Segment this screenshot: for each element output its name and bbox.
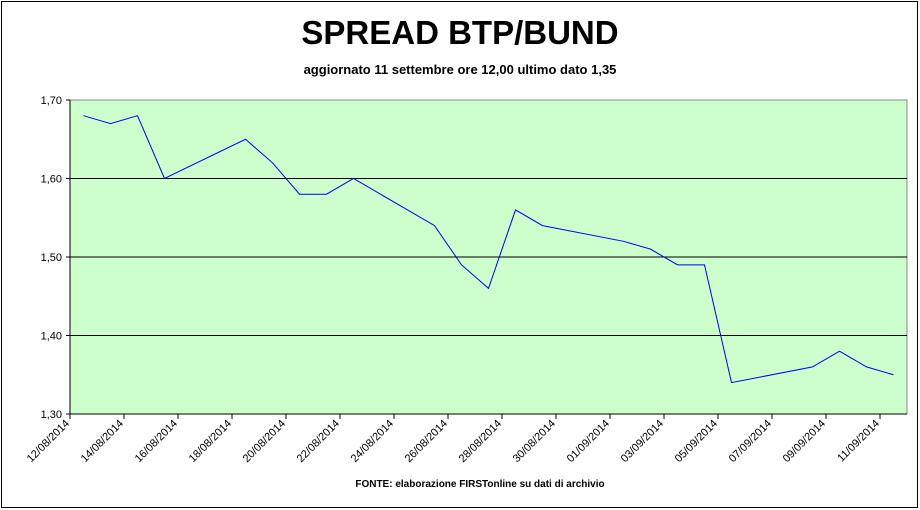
y-tick-label: 1,30: [41, 409, 62, 421]
y-tick-label: 1,40: [41, 331, 62, 343]
source-note: FONTE: elaborazione FIRSTonline su dati …: [355, 479, 604, 490]
chart-title: SPREAD BTP/BUND: [301, 14, 618, 51]
y-tick-label: 1,50: [41, 252, 62, 264]
chart-subtitle: aggiornato 11 settembre ore 12,00 ultimo…: [304, 62, 617, 77]
data-line: [83, 115, 894, 384]
y-tick-label: 1,70: [41, 95, 62, 107]
y-tick-label: 1,60: [41, 174, 62, 186]
